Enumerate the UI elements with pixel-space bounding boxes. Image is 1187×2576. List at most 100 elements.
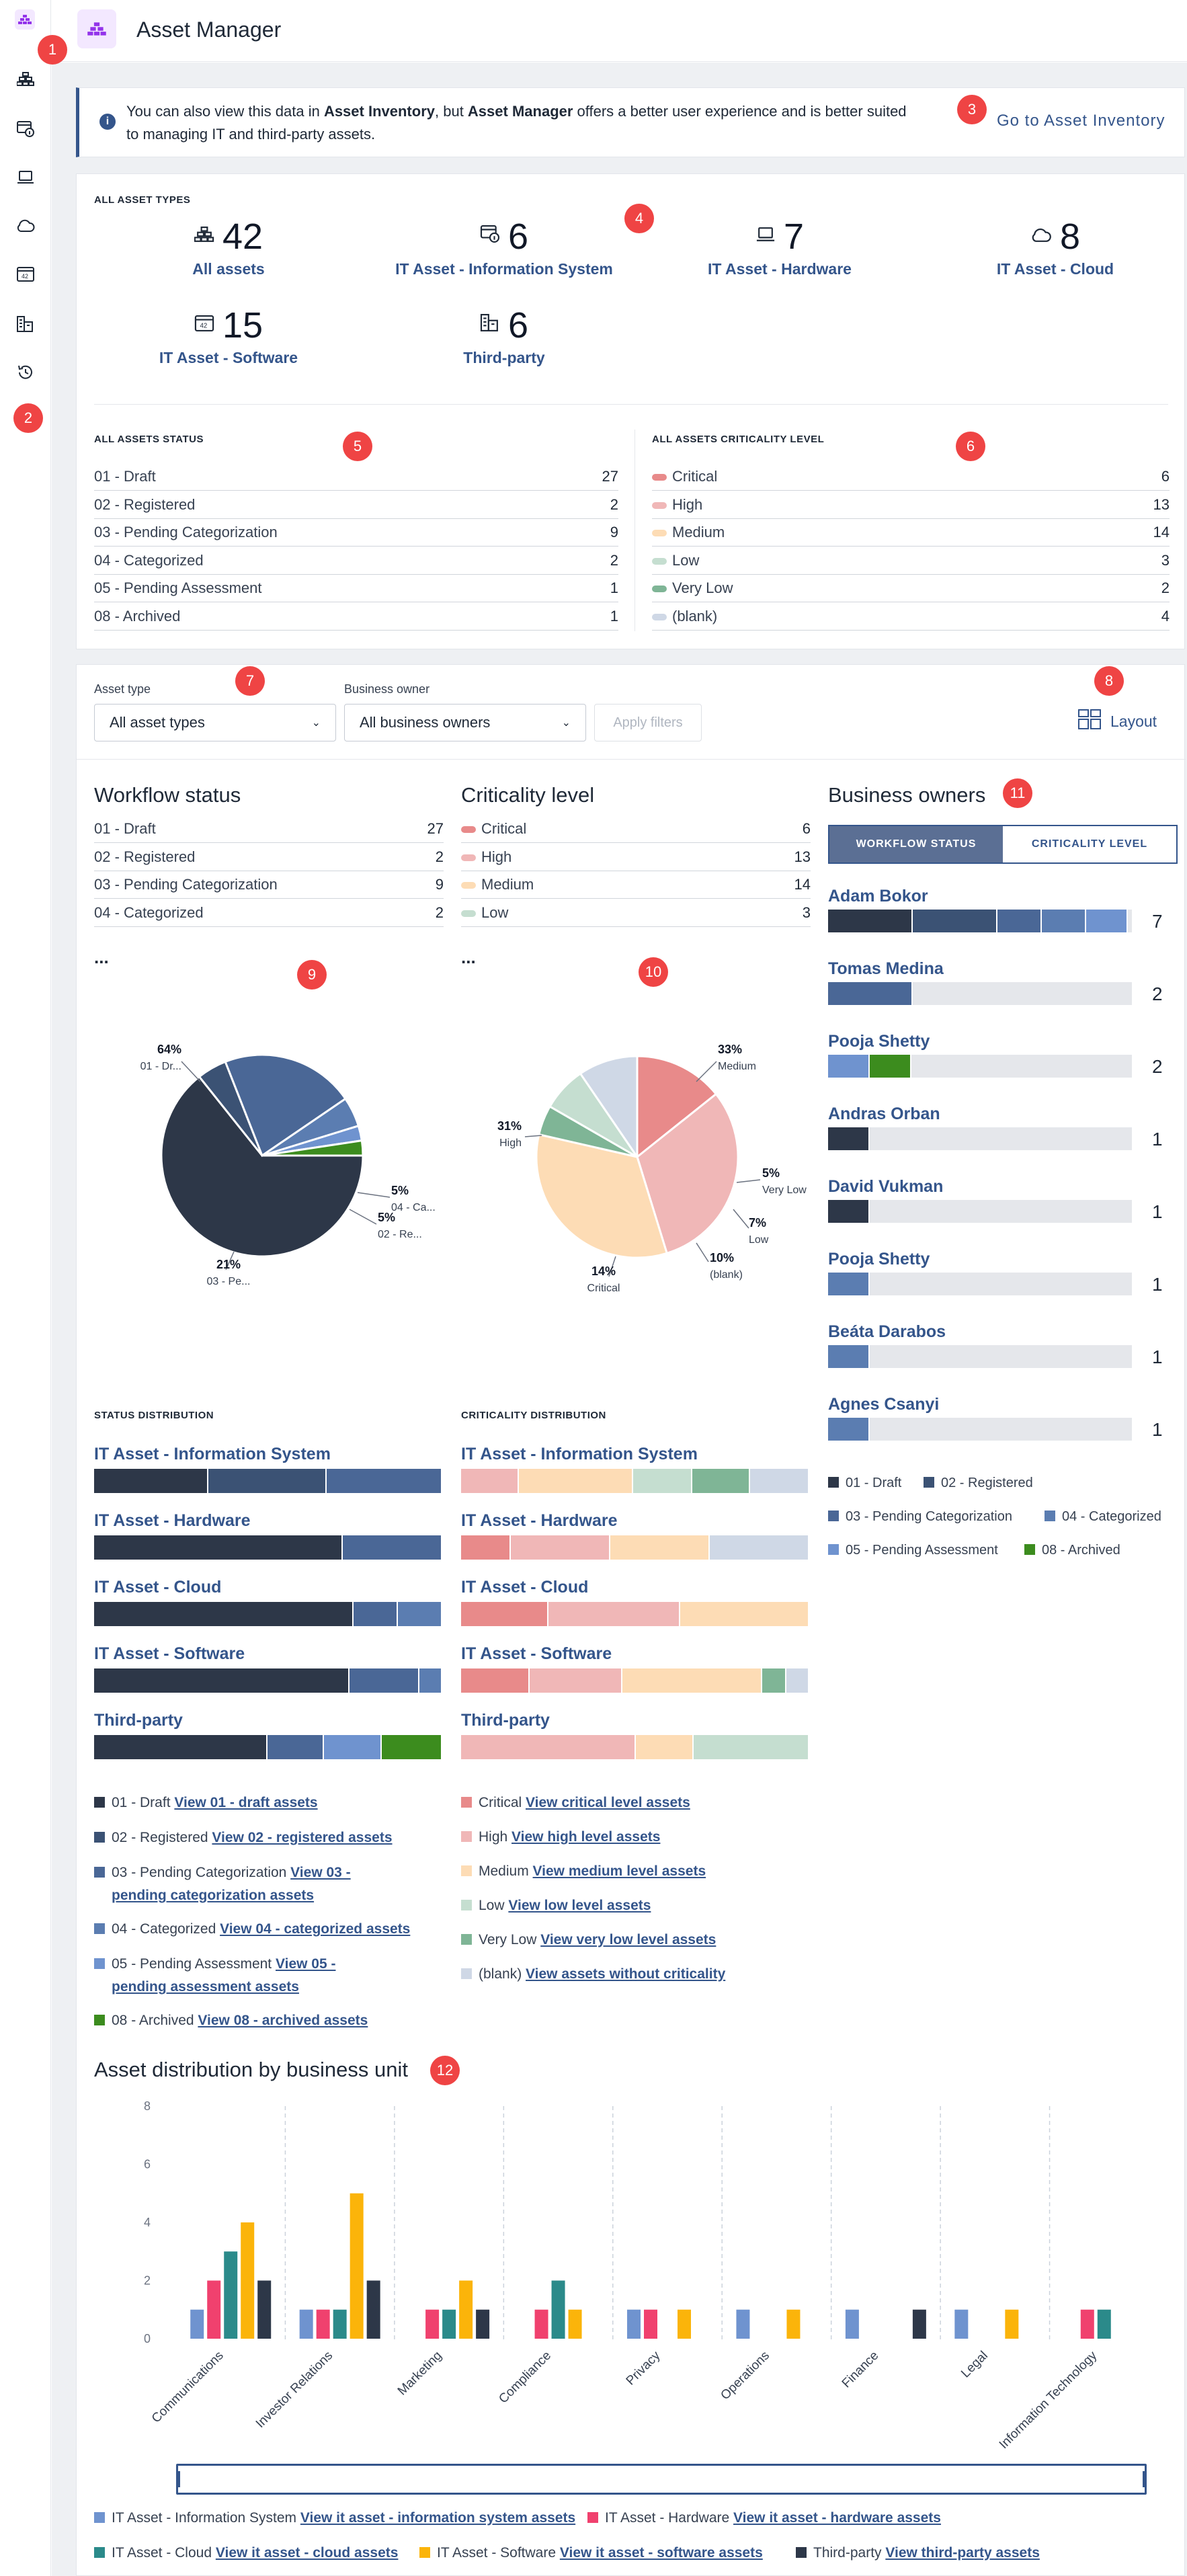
summary-row: 01 - Draft 27 [94,815,444,843]
view-assets-link[interactable]: View critical level assets [526,1795,690,1810]
annotation-badge: 8 [1094,666,1124,696]
row-label: (blank) [672,607,718,625]
asset-type-tile[interactable]: 42 All assets [94,213,363,300]
bar-segment [94,1469,208,1493]
business-owners-tabs: WORKFLOW STATUS CRITICALITY LEVEL [828,825,1178,864]
tab-workflow-status[interactable]: WORKFLOW STATUS [829,826,1003,862]
distribution-type-link[interactable]: IT Asset - Hardware [461,1511,618,1530]
laptop-icon[interactable] [15,167,36,188]
asset-type-tile[interactable]: 6 IT Asset - Information System [370,213,639,300]
distribution-type-link[interactable]: Third-party [461,1711,550,1730]
view-assets-link[interactable]: pending assessment assets [112,1979,299,1995]
view-assets-link[interactable]: View assets without criticality [526,1966,726,1982]
pie-name-label: Critical [587,1283,620,1294]
banner-text: You can also view this data in Asset Inv… [126,103,907,143]
tab-criticality-level[interactable]: CRITICALITY LEVEL [1003,826,1176,862]
view-assets-link[interactable]: View very low level assets [540,1932,717,1947]
business-unit-bar-chart: 0 2 4 6 8 Communications Investor Relations Mar… [144,2099,1111,2452]
view-assets-link[interactable]: View 08 - archived assets [198,2013,368,2028]
distribution-type-link[interactable]: IT Asset - Cloud [94,1578,222,1597]
row-label-wrap: Low [461,904,508,922]
apply-filters-button[interactable]: Apply filters [594,704,702,741]
view-assets-link[interactable]: pending categorization assets [112,1888,315,1903]
history-icon[interactable] [15,362,36,383]
view-assets-link[interactable]: View it asset - software assets [559,2545,763,2561]
app-logo-icon[interactable] [15,9,35,30]
bar-segment [511,1535,610,1560]
asset-type-tile[interactable]: 8 IT Asset - Cloud [921,213,1187,300]
bar-segment [461,1469,519,1493]
view-assets-link[interactable]: View 02 - registered assets [212,1830,393,1845]
distribution-type-link[interactable]: IT Asset - Information System [461,1445,698,1463]
view-assets-link[interactable]: View it asset - information system asset… [300,2510,576,2526]
view-assets-link[interactable]: View low level assets [508,1898,651,1913]
owner-name-link[interactable]: Agnes Csanyi [828,1395,940,1414]
tile-label[interactable]: Third-party [463,349,545,366]
view-assets-link[interactable]: View high level assets [511,1829,661,1845]
row-label-wrap: 03 - Pending Categorization [94,876,278,893]
tile-label[interactable]: IT Asset - Software [159,349,298,366]
row-value: 9 [610,524,618,540]
row-value: 6 [802,820,811,837]
slider-handle-left[interactable] [176,2471,180,2487]
distribution-type-link[interactable]: IT Asset - Hardware [94,1511,251,1530]
view-assets-link[interactable]: View third-party assets [885,2545,1040,2561]
summary-row: 03 - Pending Categorization 9 [94,871,444,899]
owner-name-link[interactable]: Adam Bokor [828,887,928,905]
view-assets-link[interactable]: View 04 - categorized assets [220,1921,411,1937]
view-assets-link[interactable]: View 05 - [275,1956,336,1972]
pie-name-label: 01 - Dr... [140,1061,181,1072]
asset-type-tile[interactable]: 42 15 IT Asset - Software [94,302,363,389]
business-owner-select[interactable]: All business owners ⌄ [344,704,586,741]
view-assets-link[interactable]: View medium level assets [532,1863,706,1879]
tile-label[interactable]: IT Asset - Cloud [996,260,1114,278]
annotation-badge: 10 [639,957,668,987]
legend-swatch [94,1832,105,1843]
asset-type-tile[interactable]: 7 IT Asset - Hardware [645,213,914,300]
view-assets-link[interactable]: View 03 - [290,1865,351,1880]
row-value: 1 [610,579,618,596]
third-party-icon[interactable] [15,313,36,335]
distribution-type-link[interactable]: IT Asset - Software [94,1644,245,1663]
owner-name-link[interactable]: Tomas Medina [828,959,944,978]
owner-name-link[interactable]: Andras Orban [828,1104,940,1123]
owner-status-bar [828,1418,1132,1441]
pie-leader-line [733,1209,749,1229]
slider-handle-right[interactable] [1143,2471,1147,2487]
bar [644,2309,657,2339]
view-assets-link[interactable]: View 01 - draft assets [174,1795,318,1810]
view-assets-link[interactable]: View it asset - cloud assets [215,2545,399,2561]
distribution-type-link[interactable]: IT Asset - Cloud [461,1578,589,1597]
owner-name-link[interactable]: David Vukman [828,1177,944,1196]
row-label: High [672,495,703,513]
asset-type-select[interactable]: All asset types ⌄ [94,704,336,741]
bar [845,2309,859,2339]
asset-type-tile[interactable]: 6 Third-party [370,302,639,389]
chart-range-slider[interactable] [176,2464,1147,2495]
go-to-asset-inventory-link[interactable]: Go to Asset Inventory [997,112,1165,130]
layout-button[interactable]: Layout [1078,709,1157,733]
owner-name-link[interactable]: Pooja Shetty [828,1250,930,1269]
tile-label[interactable]: IT Asset - Hardware [708,260,852,278]
distribution-type-link[interactable]: IT Asset - Information System [94,1445,331,1463]
legend-swatch [419,2547,430,2558]
info-system-icon [480,225,500,248]
bar [442,2309,456,2339]
asset-stack-icon[interactable] [15,69,36,90]
owner-name-link[interactable]: Beáta Darabos [828,1322,946,1341]
annotation-badge: 6 [956,432,985,461]
layout-icon [1078,709,1101,733]
distribution-type-link[interactable]: IT Asset - Software [461,1644,612,1663]
distribution-type-link[interactable]: Third-party [94,1711,183,1730]
cloud-icon[interactable] [15,215,36,237]
info-system-icon[interactable] [15,118,36,140]
more-options-icon[interactable]: ... [94,947,109,967]
more-options-icon[interactable]: ... [461,947,476,967]
tile-label[interactable]: IT Asset - Information System [395,260,613,278]
software-icon[interactable]: 42 [15,264,36,285]
view-assets-link[interactable]: View it asset - hardware assets [733,2510,941,2526]
bar [1005,2309,1019,2339]
tile-label[interactable]: All assets [192,260,265,278]
row-label-wrap: Critical [652,468,717,485]
owner-name-link[interactable]: Pooja Shetty [828,1032,930,1051]
